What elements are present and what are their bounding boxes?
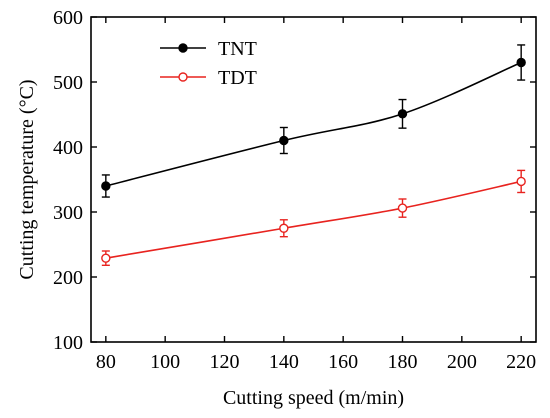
data-point-tnt xyxy=(516,57,526,68)
legend: TNT TDT xyxy=(160,38,257,89)
x-tick-label: 140 xyxy=(269,351,299,373)
x-tick-label: 100 xyxy=(150,351,180,373)
y-tick-label: 300 xyxy=(53,202,83,224)
series-line-tdt xyxy=(105,180,522,259)
y-tick-label: 200 xyxy=(53,267,83,289)
legend-label-tnt: TNT xyxy=(218,38,257,60)
x-tick-label: 220 xyxy=(506,351,536,373)
legend-label-tdt: TDT xyxy=(218,67,257,89)
y-tick-label: 600 xyxy=(53,7,83,29)
plot-frame xyxy=(90,16,537,343)
data-point-tdt xyxy=(516,176,526,187)
series-line-tnt xyxy=(105,61,522,187)
data-point-tnt xyxy=(101,181,111,191)
legend-marker-tnt xyxy=(178,43,188,53)
x-tick-label: 180 xyxy=(388,351,418,373)
plot-series xyxy=(101,44,526,266)
data-point-tdt xyxy=(279,223,289,233)
x-tick-label: 80 xyxy=(96,351,116,373)
y-tick-label: 500 xyxy=(53,72,83,94)
series-tdt xyxy=(101,169,526,266)
data-point-tnt xyxy=(279,135,289,146)
y-axis-title: Cutting temperature (°C) xyxy=(16,79,38,279)
x-tick-label: 160 xyxy=(328,351,358,373)
plot-axes: 80 100 120 140 160 180 200 220 100 200 300 400 500 60… xyxy=(53,7,537,373)
data-point-tnt xyxy=(397,109,408,119)
legend-marker-tdt xyxy=(178,72,188,82)
y-tick-label: 400 xyxy=(53,137,83,159)
series-tnt xyxy=(101,44,526,198)
x-tick-label: 200 xyxy=(447,351,477,373)
data-point-tdt xyxy=(101,253,111,263)
data-point-tdt xyxy=(397,203,408,213)
x-tick-label: 120 xyxy=(210,351,240,373)
y-tick-label: 100 xyxy=(53,332,83,354)
x-axis-title: Cutting speed (m/min) xyxy=(223,387,404,409)
